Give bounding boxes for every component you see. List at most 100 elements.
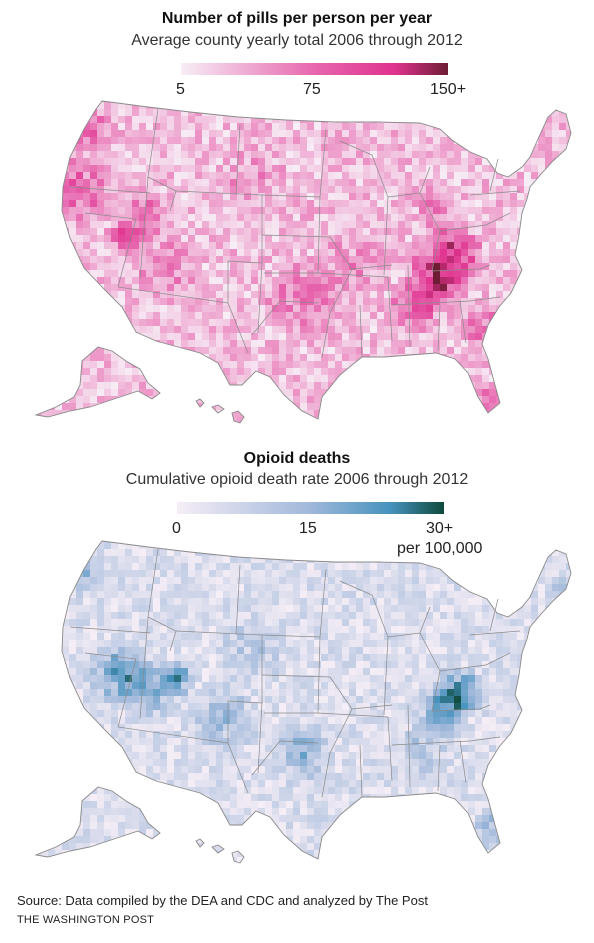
county-cell bbox=[524, 312, 531, 319]
county-cell bbox=[314, 109, 321, 116]
county-cell bbox=[272, 577, 279, 584]
county-cell bbox=[125, 403, 132, 410]
county-cell bbox=[272, 228, 279, 235]
county-cell bbox=[118, 382, 125, 389]
county-cell bbox=[202, 410, 209, 417]
county-cell bbox=[531, 186, 538, 193]
county-cell bbox=[489, 584, 496, 591]
county-cell bbox=[76, 368, 83, 375]
county-cell bbox=[314, 172, 321, 179]
county-cell bbox=[328, 375, 335, 382]
county-cell bbox=[314, 361, 321, 368]
county-cell bbox=[489, 137, 496, 144]
county-cell bbox=[377, 186, 384, 193]
county-cell bbox=[265, 417, 272, 423]
county-cell bbox=[384, 263, 391, 270]
county-cell bbox=[489, 424, 496, 425]
county-cell bbox=[237, 207, 244, 214]
county-cell bbox=[167, 172, 174, 179]
county-cell bbox=[440, 577, 447, 584]
county-cell bbox=[139, 101, 146, 102]
county-cell bbox=[202, 382, 209, 389]
county-cell bbox=[251, 598, 258, 605]
county-cell bbox=[174, 333, 181, 340]
county-cell bbox=[524, 158, 531, 165]
county-cell bbox=[237, 368, 244, 375]
county-cell bbox=[559, 235, 566, 242]
county-cell bbox=[118, 417, 125, 423]
county-cell bbox=[244, 347, 251, 354]
county-cell bbox=[167, 193, 174, 200]
county-cell bbox=[251, 151, 258, 158]
county-cell bbox=[566, 382, 571, 389]
county-cell bbox=[209, 382, 216, 389]
county-cell bbox=[545, 179, 552, 186]
county-cell bbox=[41, 144, 48, 151]
county-cell bbox=[307, 612, 314, 619]
county-cell bbox=[216, 563, 223, 570]
county-cell bbox=[496, 270, 503, 277]
county-cell bbox=[279, 207, 286, 214]
county-cell bbox=[328, 137, 335, 144]
county-cell bbox=[237, 123, 244, 130]
county-cell bbox=[426, 256, 433, 263]
county-cell bbox=[237, 263, 244, 270]
county-cell bbox=[69, 270, 76, 277]
county-cell bbox=[272, 375, 279, 382]
county-cell bbox=[293, 563, 300, 570]
county-cell bbox=[468, 101, 475, 102]
county-cell bbox=[20, 270, 27, 277]
county-cell bbox=[496, 591, 503, 598]
county-cell bbox=[321, 319, 328, 326]
county-cell bbox=[335, 249, 342, 256]
county-cell bbox=[223, 277, 230, 284]
county-cell bbox=[216, 354, 223, 361]
county-cell bbox=[286, 277, 293, 284]
county-cell bbox=[461, 214, 468, 221]
county-cell bbox=[188, 144, 195, 151]
county-cell bbox=[370, 598, 377, 605]
county-cell bbox=[125, 382, 132, 389]
county-cell bbox=[36, 249, 41, 256]
county-cell bbox=[314, 242, 321, 249]
county-cell bbox=[244, 333, 251, 340]
county-cell bbox=[230, 151, 237, 158]
county-cell bbox=[440, 186, 447, 193]
county-cell bbox=[293, 410, 300, 417]
county-cell bbox=[412, 305, 419, 312]
county-cell bbox=[181, 151, 188, 158]
county-cell bbox=[307, 389, 314, 396]
county-cell bbox=[48, 626, 55, 633]
county-cell bbox=[139, 410, 146, 417]
county-cell bbox=[223, 109, 230, 116]
county-cell bbox=[209, 570, 216, 577]
county-cell bbox=[426, 277, 433, 284]
county-cell bbox=[90, 417, 97, 423]
county-cell bbox=[377, 598, 384, 605]
county-cell bbox=[111, 542, 118, 549]
county-cell bbox=[223, 368, 230, 375]
county-cell bbox=[405, 319, 412, 326]
county-cell bbox=[342, 424, 349, 425]
county-cell bbox=[349, 214, 356, 221]
county-cell bbox=[545, 284, 552, 291]
county-cell bbox=[489, 563, 496, 570]
county-cell bbox=[335, 584, 342, 591]
county-cell bbox=[41, 200, 48, 207]
county-cell bbox=[223, 263, 230, 270]
county-cell bbox=[216, 235, 223, 242]
county-cell bbox=[125, 424, 132, 425]
county-cell bbox=[419, 123, 426, 130]
county-cell bbox=[440, 193, 447, 200]
county-cell bbox=[83, 158, 90, 165]
county-cell bbox=[216, 179, 223, 186]
county-cell bbox=[419, 312, 426, 319]
county-cell bbox=[174, 612, 181, 619]
county-cell bbox=[265, 319, 272, 326]
county-cell bbox=[328, 619, 335, 626]
county-cell bbox=[258, 130, 265, 137]
county-cell bbox=[62, 347, 69, 354]
county-cell bbox=[566, 570, 571, 577]
county-cell bbox=[300, 298, 307, 305]
county-cell bbox=[62, 235, 69, 242]
